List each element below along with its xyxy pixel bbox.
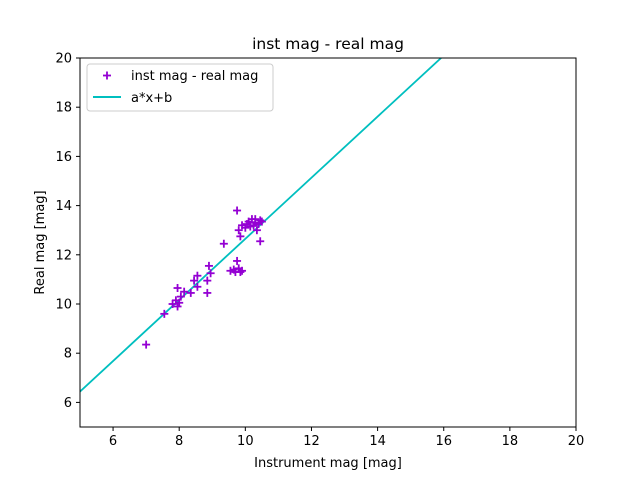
y-axis-ticks: 6 8 10 12 14 16 18 20	[55, 52, 80, 411]
legend-marker-scatter	[103, 71, 111, 80]
scatter-point	[204, 261, 213, 270]
x-tick-label: 10	[237, 434, 254, 449]
scatter-point	[160, 309, 169, 318]
scatter-point	[256, 216, 265, 225]
x-axis-ticks: 6 8 10 12 14 16 18 20	[109, 427, 584, 449]
legend-plus-marker	[103, 71, 111, 80]
scatter-point	[251, 215, 260, 224]
scatter-point	[186, 288, 195, 297]
y-tick-label: 16	[55, 150, 72, 165]
scatter-point	[176, 292, 185, 301]
fit-line-layer	[80, 58, 443, 393]
scatter-point	[203, 276, 212, 285]
legend-label-line: a*x+b	[131, 91, 172, 106]
y-tick-label: 14	[55, 199, 72, 214]
fit-line	[80, 58, 443, 393]
x-tick-label: 20	[568, 434, 585, 449]
scatter-point	[241, 223, 250, 232]
scatter-point	[233, 206, 242, 215]
scatter-point	[203, 288, 212, 297]
y-tick-label: 10	[55, 298, 72, 313]
scatter-points	[142, 206, 266, 349]
scatter-point	[175, 298, 184, 307]
scatter-point	[236, 232, 245, 241]
scatter-point	[219, 239, 228, 248]
plot-frame	[79, 57, 577, 428]
scatter-point	[206, 269, 215, 278]
y-axis-label: Real mag [mag]	[33, 190, 48, 294]
scatter-point	[257, 217, 266, 226]
y-tick-label: 12	[55, 248, 72, 263]
scatter-point	[190, 276, 199, 285]
x-tick-label: 6	[109, 434, 117, 449]
scatter-point	[193, 282, 202, 291]
scatter-point	[256, 237, 265, 246]
x-tick-label: 8	[175, 434, 183, 449]
legend-frame	[86, 63, 274, 112]
scatter-point	[238, 266, 247, 275]
y-tick-label: 20	[55, 52, 72, 67]
x-tick-label: 18	[502, 434, 519, 449]
scatter-point	[233, 256, 242, 265]
y-tick-label: 18	[55, 101, 72, 116]
x-tick-label: 14	[369, 434, 386, 449]
y-tick-label: 6	[64, 396, 72, 411]
scatter-point	[173, 284, 182, 293]
scatter-point	[236, 268, 245, 277]
chart-title: inst mag - real mag	[252, 35, 404, 53]
x-axis-label: Instrument mag [mag]	[254, 456, 402, 471]
x-tick-label: 16	[435, 434, 452, 449]
scatter-point	[252, 226, 261, 235]
plot-area	[80, 58, 576, 427]
scatter-point	[180, 287, 189, 296]
legend-label-scatter: inst mag - real mag	[131, 69, 258, 84]
scatter-point	[234, 226, 243, 235]
y-tick-label: 8	[64, 347, 72, 362]
x-tick-label: 12	[303, 434, 320, 449]
scatter-point	[193, 271, 202, 280]
scatter-point	[142, 340, 151, 349]
legend: inst mag - real mag a*x+b	[86, 63, 274, 112]
scatter-point	[173, 302, 182, 311]
